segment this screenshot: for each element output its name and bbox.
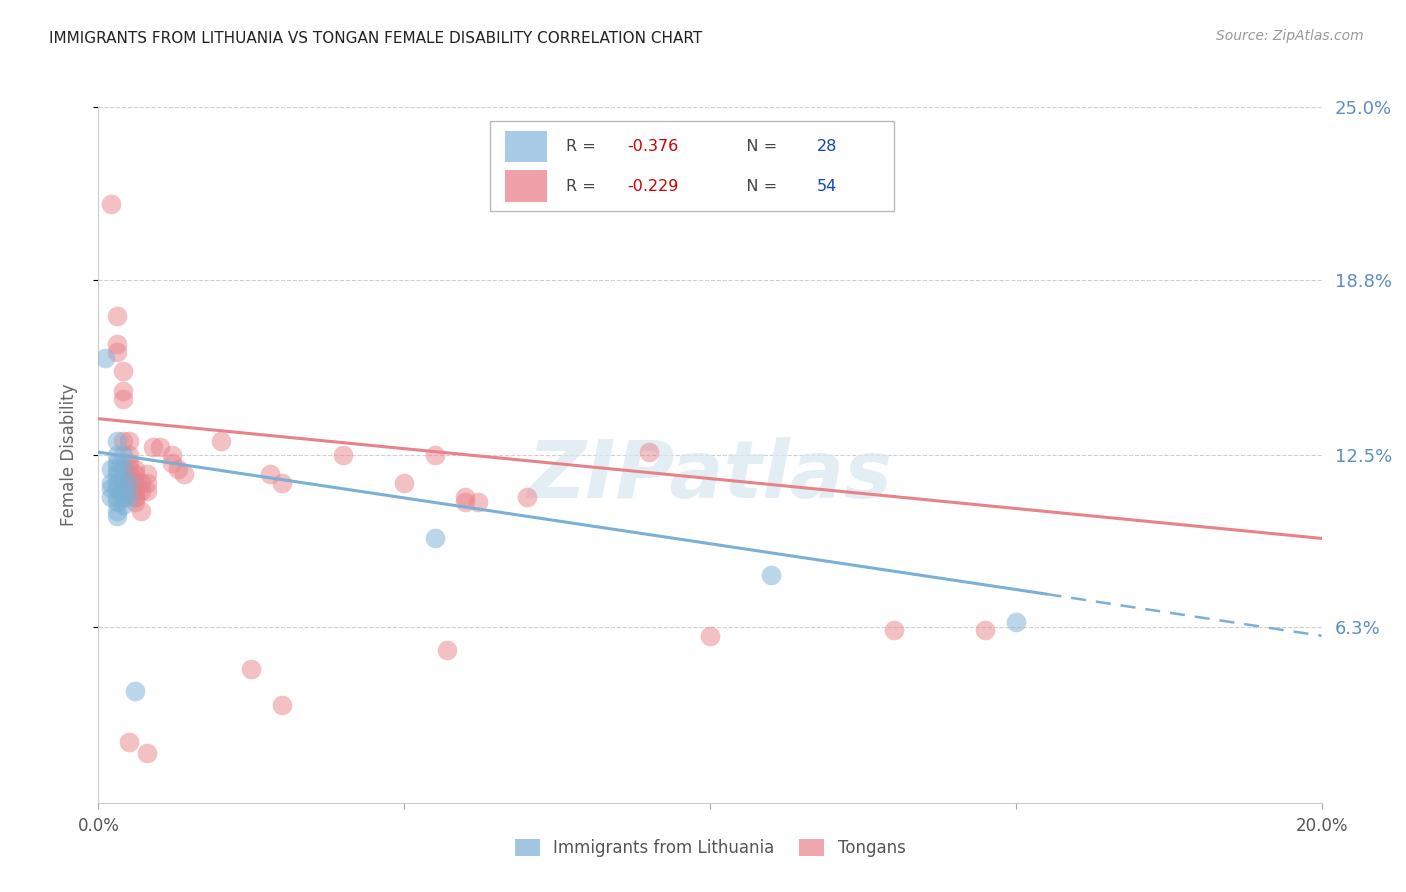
Point	[124, 462, 146, 476]
Point	[111, 490, 134, 504]
Text: R =: R =	[565, 178, 600, 194]
Point	[105, 456, 128, 470]
Point	[124, 495, 146, 509]
Point	[160, 456, 183, 470]
Point	[111, 384, 134, 398]
Point	[392, 475, 416, 490]
Point	[105, 434, 128, 448]
Point	[209, 434, 232, 448]
Point	[118, 462, 141, 476]
Point	[129, 503, 152, 517]
FancyBboxPatch shape	[489, 121, 894, 211]
Point	[516, 490, 538, 504]
Point	[149, 440, 172, 454]
Point	[100, 481, 122, 495]
Text: N =: N =	[731, 139, 782, 153]
Point	[332, 448, 354, 462]
Point	[136, 746, 159, 760]
Point	[111, 448, 134, 462]
Point	[105, 475, 128, 490]
Point	[118, 490, 141, 504]
Text: R =: R =	[565, 139, 600, 153]
Point	[129, 484, 152, 499]
Point	[124, 467, 146, 482]
Point	[142, 440, 165, 454]
Point	[124, 490, 146, 504]
Point	[436, 642, 458, 657]
Text: N =: N =	[731, 178, 782, 194]
Point	[124, 484, 146, 499]
Point	[111, 462, 134, 476]
Point	[111, 392, 134, 407]
Point	[118, 475, 141, 490]
Point	[124, 475, 146, 490]
Point	[118, 473, 141, 487]
Point	[454, 495, 477, 509]
Point	[259, 467, 281, 482]
Point	[118, 484, 141, 499]
Point	[105, 345, 128, 359]
Point	[105, 462, 128, 476]
Point	[118, 734, 141, 748]
Point	[105, 495, 128, 509]
Point	[105, 309, 128, 323]
Point	[974, 624, 997, 638]
Point	[423, 448, 446, 462]
Point	[240, 662, 263, 676]
Point	[100, 490, 122, 504]
Point	[118, 434, 141, 448]
Point	[124, 684, 146, 698]
Point	[883, 624, 905, 638]
Text: -0.376: -0.376	[627, 139, 678, 153]
Point	[118, 467, 141, 482]
Point	[423, 532, 446, 546]
Point	[637, 445, 661, 459]
Point	[118, 475, 141, 490]
Point	[100, 197, 122, 211]
Point	[100, 462, 122, 476]
Point	[105, 509, 128, 524]
Point	[105, 467, 128, 482]
Point	[111, 364, 134, 378]
Point	[118, 456, 141, 470]
Point	[118, 448, 141, 462]
Point	[111, 484, 134, 499]
Point	[105, 448, 128, 462]
Point	[136, 484, 159, 499]
Point	[699, 629, 721, 643]
Point	[270, 475, 292, 490]
Text: -0.229: -0.229	[627, 178, 678, 194]
Point	[93, 351, 115, 365]
Point	[467, 495, 489, 509]
Point	[124, 490, 146, 504]
Point	[105, 503, 128, 517]
Point	[105, 481, 128, 495]
Point	[111, 498, 134, 512]
Point	[173, 467, 195, 482]
Point	[129, 475, 152, 490]
Point	[1004, 615, 1026, 629]
Point	[454, 490, 477, 504]
Text: 28: 28	[817, 139, 837, 153]
Point	[136, 467, 159, 482]
Point	[160, 448, 183, 462]
Text: 54: 54	[817, 178, 837, 194]
Point	[105, 336, 128, 351]
Text: ZIPatlas: ZIPatlas	[527, 437, 893, 515]
Legend: Immigrants from Lithuania, Tongans: Immigrants from Lithuania, Tongans	[508, 832, 912, 864]
Point	[136, 475, 159, 490]
Point	[759, 567, 782, 582]
Point	[167, 462, 190, 476]
Point	[105, 490, 128, 504]
Point	[100, 475, 122, 490]
Text: Source: ZipAtlas.com: Source: ZipAtlas.com	[1216, 29, 1364, 43]
FancyBboxPatch shape	[505, 130, 547, 162]
FancyBboxPatch shape	[505, 170, 547, 202]
Point	[111, 475, 134, 490]
Point	[270, 698, 292, 713]
Y-axis label: Female Disability: Female Disability	[59, 384, 77, 526]
Point	[111, 434, 134, 448]
Text: IMMIGRANTS FROM LITHUANIA VS TONGAN FEMALE DISABILITY CORRELATION CHART: IMMIGRANTS FROM LITHUANIA VS TONGAN FEMA…	[49, 31, 703, 46]
